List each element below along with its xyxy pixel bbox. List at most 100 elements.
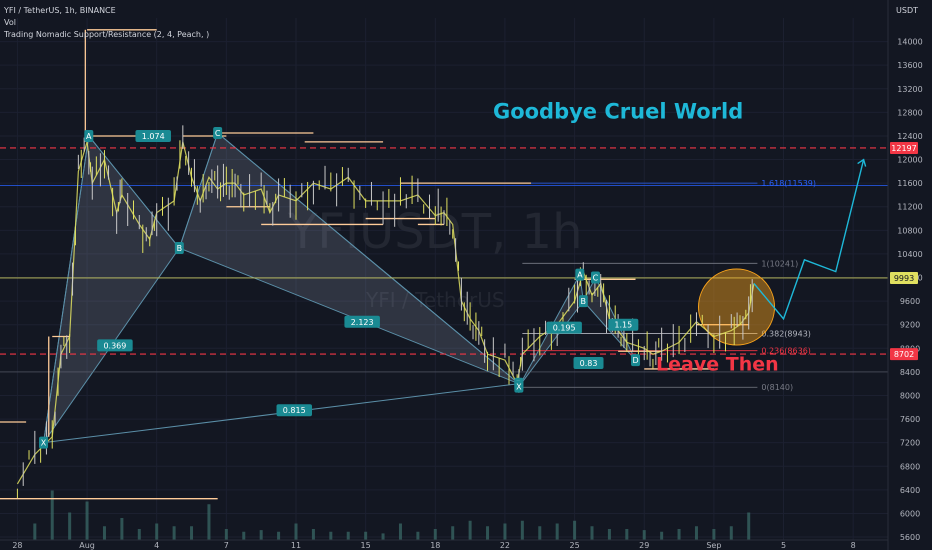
fib-label: 1(10241) [761,259,798,268]
pattern-point-label: X [41,439,47,448]
ratio-tag [135,129,171,142]
volume-bar [50,490,54,540]
forecast-arrowhead [857,158,867,167]
y-tick-label: 11600 [897,179,922,188]
ratio-tag [608,318,639,331]
volume-bar [381,533,385,540]
y-tick-label: 11200 [897,203,922,212]
x-tick-label: 15 [361,541,371,550]
volume-bar [642,530,646,540]
x-tick-label: 7 [224,541,229,550]
volume-bar [660,531,664,540]
volume-bar [590,526,594,540]
x-tick-label: 25 [569,541,579,550]
y-tick-label: 10400 [897,250,922,259]
ratio-tag-text: 0.83 [580,359,598,368]
y-tick-label: 12400 [897,132,922,141]
y-tick-label: 9600 [900,297,920,306]
indicator-label: Trading Nomadic Support/Resistance (2, 4… [4,30,210,39]
volume-bar [398,523,402,540]
ratio-tag [573,357,604,370]
pattern-point-label: B [177,244,183,253]
volume-bar [468,520,472,540]
pattern-point-tag [39,436,49,449]
volume-bar [451,526,455,540]
y-tick-label: 8000 [900,391,920,400]
volume-bar [747,512,751,540]
pattern-point-tag [514,380,524,393]
y-tick-label: 13200 [897,85,922,94]
x-tick-label: 18 [430,541,440,550]
volume-label: Vol [4,18,16,27]
volume-bar [33,523,37,540]
volume-bar [155,523,159,540]
volume-bar [329,531,333,540]
price-tag [890,141,918,154]
price-tag-text: 9993 [894,274,914,283]
volume-bar [573,520,577,540]
volume-bar [416,531,420,540]
price-tag [890,348,918,361]
forecast-path [753,159,865,321]
y-tick-label: 9200 [900,321,920,330]
fib-label: 1.618(11539) [761,179,816,188]
watermark-small: YFI / TetherUS [365,288,505,312]
volume-bar [68,512,72,540]
x-tick-label: Aug [79,541,95,550]
leave-annotation: Leave Then [656,354,779,376]
x-tick-label: 29 [639,541,649,550]
y-tick-label: 10800 [897,226,922,235]
x-tick-label: 5 [781,541,786,550]
ratio-tag [276,404,313,417]
pattern-point-tag [84,129,94,142]
volume-bar [120,518,124,540]
pattern-point-tag [578,295,588,308]
fib-label: 0.236(8636) [761,347,811,356]
price-tag-text: 12197 [891,144,916,153]
volume-bar [364,531,368,540]
price-tag [890,271,918,284]
y-tick-label: 12800 [897,108,922,117]
pattern-point-label: B [581,297,587,306]
pattern-point-label: A [86,132,92,141]
ratio-tag-text: 0.369 [103,341,126,350]
pattern-point-label: D [632,356,638,365]
price-tag-text: 8702 [894,350,914,359]
ratio-tag [546,321,582,334]
volume-bar [294,523,298,540]
volume-bar [242,531,246,540]
y-tick-label: 6800 [900,462,920,471]
goodbye-annotation: Goodbye Cruel World [493,99,743,123]
ratio-tag-text: 1.15 [614,321,632,330]
volume-bar [190,526,194,540]
volume-bar [712,529,716,540]
y-tick-label: 12000 [897,156,922,165]
fib-label: 0(8140) [761,383,793,392]
y-tick-label: 6000 [900,509,920,518]
volume-bar [555,523,559,540]
ratio-tag-text: 0.815 [283,406,306,415]
volume-bar [433,529,437,540]
volume-bar [85,501,89,540]
y-tick-label: 14000 [897,38,922,47]
fib-label: 0.382(8943) [761,330,811,339]
y-tick-label: 8400 [900,368,920,377]
volume-bar [277,531,281,540]
x-tick-label: 11 [291,541,301,550]
y-tick-label: 5600 [900,533,920,542]
volume-bar [694,526,698,540]
ratio-tag [344,315,380,328]
volume-bar [729,526,733,540]
y-tick-label: 13600 [897,61,922,70]
x-tick-label: 28 [12,541,22,550]
ratio-tag [97,339,133,352]
volume-bar [224,529,228,540]
volume-bar [207,504,211,540]
y-tick-label: 7200 [900,439,920,448]
pattern-triangle-xab [43,134,180,443]
x-tick-label: Sep [706,541,721,550]
pattern-point-tag [590,271,600,284]
volume-bar [677,529,681,540]
volume-bar [259,530,263,540]
